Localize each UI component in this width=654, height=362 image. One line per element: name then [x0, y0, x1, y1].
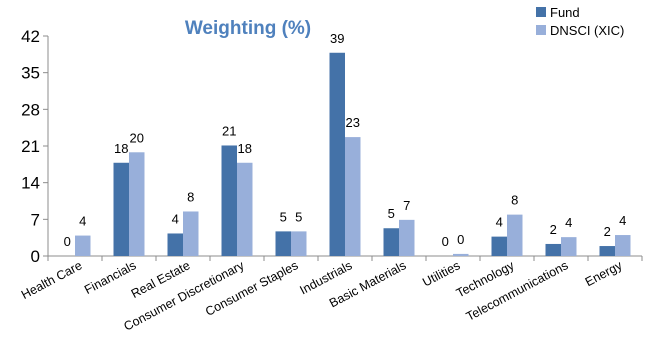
legend-label: Fund [550, 5, 580, 20]
data-label: 5 [295, 209, 302, 224]
y-tick-label: 14 [21, 174, 40, 193]
chart-title: Weighting (%) [185, 18, 311, 39]
bar-fund-2 [167, 233, 183, 256]
data-label: 18 [114, 141, 128, 156]
bar-fund-4 [275, 231, 291, 256]
data-label: 8 [511, 193, 518, 208]
y-tick-label: 42 [21, 27, 40, 46]
data-label: 39 [330, 31, 344, 46]
y-tick-label: 21 [21, 137, 40, 156]
data-label: 0 [442, 234, 449, 249]
bar-dnsci-4 [291, 231, 307, 256]
legend: Fund DNSCI (XIC) [536, 5, 624, 38]
legend-swatch-fund [536, 7, 546, 17]
bar-dnsci-3 [237, 162, 253, 256]
bar-dnsci-7 [453, 253, 469, 256]
data-label: 20 [130, 130, 144, 145]
x-tick-label: Energy [583, 258, 625, 289]
y-tick-label: 7 [31, 210, 40, 229]
data-label: 5 [280, 209, 287, 224]
bar-dnsci-0 [75, 235, 91, 256]
x-tick-label: Telecommunications [464, 258, 571, 324]
data-label: 21 [222, 123, 236, 138]
data-label: 8 [187, 189, 194, 204]
bar-dnsci-9 [561, 237, 577, 256]
bar-fund-1 [113, 162, 129, 256]
bar-fund-8 [491, 236, 507, 256]
bar-dnsci-1 [129, 152, 145, 256]
bar-fund-10 [599, 246, 615, 256]
data-label: 4 [565, 215, 572, 230]
data-label: 5 [388, 206, 395, 221]
data-label: 0 [457, 232, 464, 247]
y-tick-label: 0 [31, 247, 40, 266]
legend-swatch-dnsci [536, 25, 546, 35]
bar-dnsci-2 [183, 211, 199, 256]
y-tick-label: 28 [21, 100, 40, 119]
bar-dnsci-5 [345, 137, 361, 256]
data-label: 4 [79, 214, 86, 229]
bar-fund-6 [383, 228, 399, 256]
x-tick-label: Consumer Staples [203, 258, 300, 319]
bar-dnsci-10 [615, 235, 631, 256]
data-label: 4 [619, 213, 626, 228]
legend-label: DNSCI (XIC) [550, 23, 624, 38]
bars [75, 52, 631, 257]
data-label: 2 [604, 224, 611, 239]
bar-fund-5 [329, 52, 345, 257]
x-tick-label: Utilities [420, 258, 462, 289]
x-tick-label: Health Care [19, 258, 85, 302]
y-tick-label: 35 [21, 64, 40, 83]
data-label: 7 [403, 198, 410, 213]
data-label: 2 [550, 222, 557, 237]
bar-fund-3 [221, 145, 237, 256]
data-label: 4 [172, 211, 179, 226]
y-axis: 0 7 14 21 28 35 42 [21, 27, 49, 266]
data-label: 4 [496, 215, 503, 230]
data-label: 0 [64, 234, 71, 249]
data-label: 18 [238, 141, 252, 156]
bar-dnsci-6 [399, 219, 415, 256]
bar-fund-9 [545, 243, 561, 256]
bar-dnsci-8 [507, 214, 523, 256]
data-label: 23 [346, 115, 360, 130]
